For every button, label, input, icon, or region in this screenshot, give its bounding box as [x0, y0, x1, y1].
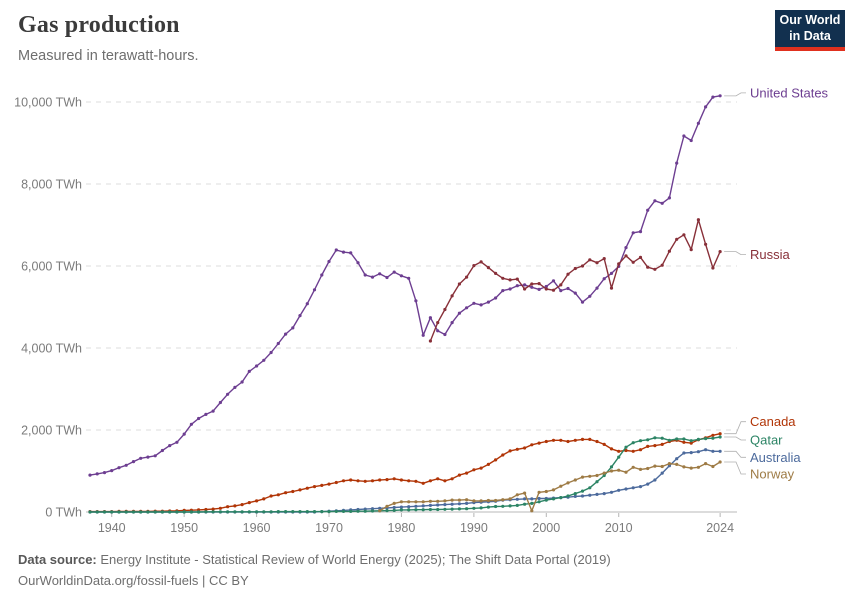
chart-subtitle: Measured in terawatt-hours.: [18, 48, 199, 64]
permalink-url: OurWorldinData.org/fossil-fuels: [18, 573, 199, 589]
datasource-line: Data source: Energy Institute - Statisti…: [18, 549, 611, 570]
series-label-canada[interactable]: Canada: [750, 414, 796, 429]
x-tick-label-1970: 1970: [315, 521, 343, 535]
series-label-russia[interactable]: Russia: [750, 247, 791, 262]
x-tick-label-2000: 2000: [532, 521, 560, 535]
series-line-norway[interactable]: [379, 461, 721, 512]
owid-logo[interactable]: Our World in Data: [775, 10, 845, 51]
x-tick-label-2024: 2024: [706, 521, 734, 535]
owid-logo-line2: in Data: [789, 28, 831, 43]
page-title: Gas production: [18, 12, 180, 38]
x-tick-label-1960: 1960: [243, 521, 271, 535]
footer-separator: |: [198, 573, 209, 589]
series-label-qatar[interactable]: Qatar: [750, 432, 783, 447]
series-line-qatar[interactable]: [89, 436, 721, 513]
series-label-norway[interactable]: Norway: [750, 466, 795, 481]
series-markers-united-states: [88, 94, 722, 477]
label-connector-canada: [724, 421, 746, 435]
datasource-label: Data source:: [18, 552, 97, 567]
label-connector-united-states: [724, 92, 746, 97]
series-markers-russia: [428, 218, 722, 343]
series-line-canada[interactable]: [89, 433, 721, 513]
series-markers-norway: [378, 460, 722, 513]
owid-logo-line1: Our World: [779, 12, 841, 27]
datasource-text: Energy Institute - Statistical Review of…: [96, 552, 611, 567]
chart-canvas[interactable]: 0 TWh 2,000 TWh 4,000 TWh 6,000 TWh 8,000 TW…: [0, 64, 850, 536]
chart-header: Gas production Measured in terawatt-hour…: [18, 12, 199, 64]
label-connector-australia: [724, 450, 746, 458]
y-tick-label-8000: 8,000 TWh: [21, 178, 82, 192]
license-text: CC BY: [209, 573, 249, 589]
label-connector-russia: [724, 251, 746, 256]
y-tick-label-2000: 2,000 TWh: [21, 424, 82, 438]
chart-footer: Data source: Energy Institute - Statisti…: [18, 549, 611, 591]
label-connector-norway: [724, 461, 746, 475]
permalink-line: OurWorldinData.org/fossil-fuels | CC BY: [18, 570, 611, 591]
chart-area: 0 TWh 2,000 TWh 4,000 TWh 6,000 TWh 8,000 TW…: [0, 64, 850, 536]
series-label-united-states[interactable]: United States: [750, 85, 829, 100]
x-tick-label-1940: 1940: [98, 521, 126, 535]
y-tick-label-0: 0 TWh: [45, 506, 82, 520]
series-label-australia[interactable]: Australia: [750, 450, 801, 465]
x-tick-label-1980: 1980: [388, 521, 416, 535]
y-tick-label-6000: 6,000 TWh: [21, 260, 82, 274]
x-tick-label-2010: 2010: [605, 521, 633, 535]
y-tick-label-4000: 4,000 TWh: [21, 342, 82, 356]
x-tick-label-1950: 1950: [170, 521, 198, 535]
y-tick-label-10000: 10,000 TWh: [14, 96, 82, 110]
series-markers-qatar: [88, 435, 722, 514]
series-line-united-states[interactable]: [89, 95, 721, 476]
label-connector-qatar: [724, 436, 746, 441]
x-tick-label-1990: 1990: [460, 521, 488, 535]
